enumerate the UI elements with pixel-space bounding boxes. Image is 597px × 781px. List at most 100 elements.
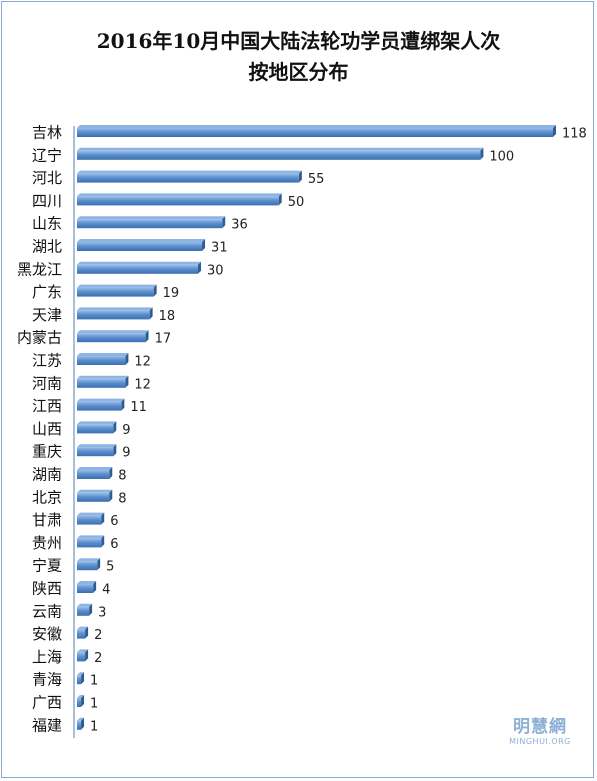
category-labels: 吉林辽宁河北四川山东湖北黑龙江广东天津内蒙古江苏河南江西山西重庆湖南北京甘肃贵州… <box>17 124 62 735</box>
bar-15 <box>77 467 113 479</box>
value-label-5: 31 <box>211 241 228 256</box>
bar-top-face <box>77 125 556 128</box>
bar-top-face <box>77 421 117 425</box>
bar-25 <box>77 695 85 707</box>
bar-7 <box>77 284 157 297</box>
bar-front-face <box>77 652 86 662</box>
watermark-text: 明慧網 <box>513 717 567 737</box>
category-label-25: 广西 <box>32 694 62 712</box>
bar-side-face <box>198 261 202 274</box>
bar-front-face <box>77 356 126 365</box>
watermark-sub: MINGHUI.ORG <box>509 737 571 746</box>
bar-side-face <box>109 489 113 502</box>
bar-side-face <box>85 626 89 639</box>
value-label-8: 18 <box>159 309 176 324</box>
bars-group <box>77 125 556 730</box>
bar-12 <box>77 398 125 411</box>
bar-side-face <box>202 239 206 251</box>
category-label-19: 宁夏 <box>32 557 62 575</box>
category-label-10: 江苏 <box>32 352 62 370</box>
bar-side-face <box>298 170 302 183</box>
bar-26 <box>77 717 85 730</box>
bar-top-face <box>77 307 153 311</box>
bar-top-face <box>77 695 85 698</box>
bar-side-face <box>81 717 85 730</box>
bar-top-face <box>77 147 484 151</box>
bar-front-face <box>77 196 279 206</box>
bar-side-face <box>125 353 129 365</box>
value-label-18: 6 <box>110 537 118 552</box>
bar-16 <box>77 489 113 502</box>
bar-1 <box>77 147 484 160</box>
bar-side-face <box>85 649 89 662</box>
bar-front-face <box>77 287 154 297</box>
category-label-9: 内蒙古 <box>17 329 62 347</box>
bar-side-face <box>278 193 282 206</box>
bar-top-face <box>77 626 89 630</box>
bar-side-face <box>121 398 125 411</box>
bar-23 <box>77 649 89 662</box>
bar-front-face <box>77 219 223 229</box>
value-label-21: 3 <box>98 605 106 620</box>
bar-front-face <box>77 173 299 183</box>
bar-front-face <box>77 561 98 571</box>
category-label-11: 河南 <box>32 374 62 392</box>
value-label-10: 12 <box>134 355 151 370</box>
bar-2 <box>77 170 302 183</box>
bar-front-face <box>77 424 114 434</box>
bar-top-face <box>77 261 202 265</box>
bar-front-face <box>77 264 199 274</box>
category-label-24: 青海 <box>32 671 62 689</box>
bar-front-face <box>77 720 82 730</box>
value-label-9: 17 <box>155 332 172 347</box>
category-label-4: 山东 <box>32 215 62 233</box>
value-label-23: 2 <box>94 651 102 666</box>
bar-front-face <box>77 333 146 343</box>
category-label-12: 江西 <box>32 397 62 415</box>
bar-11 <box>77 375 129 388</box>
bar-10 <box>77 353 129 365</box>
bar-front-face <box>77 447 114 457</box>
value-label-0: 118 <box>562 127 587 142</box>
bar-front-face <box>77 675 82 685</box>
bar-top-face <box>77 467 113 470</box>
value-label-19: 5 <box>106 560 114 575</box>
bar-22 <box>77 626 89 639</box>
bar-17 <box>77 512 105 525</box>
bar-top-face <box>77 649 89 653</box>
bar-side-face <box>553 125 556 137</box>
value-label-13: 9 <box>122 423 130 438</box>
value-label-15: 8 <box>118 469 126 484</box>
bar-top-face <box>77 398 125 402</box>
bar-top-face <box>77 170 302 174</box>
category-label-14: 重庆 <box>32 443 62 461</box>
bar-4 <box>77 216 226 229</box>
value-label-14: 9 <box>122 446 130 461</box>
value-label-24: 1 <box>90 674 98 689</box>
bar-side-face <box>97 558 101 571</box>
value-label-22: 2 <box>94 628 102 643</box>
category-label-3: 四川 <box>32 192 62 210</box>
category-label-8: 天津 <box>32 306 62 324</box>
bar-0 <box>77 125 556 137</box>
category-label-15: 湖南 <box>32 466 62 484</box>
bar-20 <box>77 581 97 593</box>
bar-front-face <box>77 515 102 525</box>
bar-top-face <box>77 558 101 562</box>
bar-side-face <box>480 147 484 160</box>
bar-top-face <box>77 603 93 607</box>
category-label-16: 北京 <box>32 488 62 506</box>
category-label-21: 云南 <box>32 602 62 620</box>
bar-front-face <box>77 538 102 548</box>
bar-side-face <box>222 216 226 229</box>
bar-side-face <box>81 672 85 685</box>
bar-front-face <box>77 401 122 411</box>
bar-front-face <box>77 492 110 502</box>
bar-side-face <box>125 375 129 388</box>
value-label-1: 100 <box>489 149 514 164</box>
bar-front-face <box>77 698 82 707</box>
bar-top-face <box>77 284 157 288</box>
bar-front-face <box>77 606 90 616</box>
value-label-25: 1 <box>90 697 98 712</box>
bar-14 <box>77 444 117 457</box>
